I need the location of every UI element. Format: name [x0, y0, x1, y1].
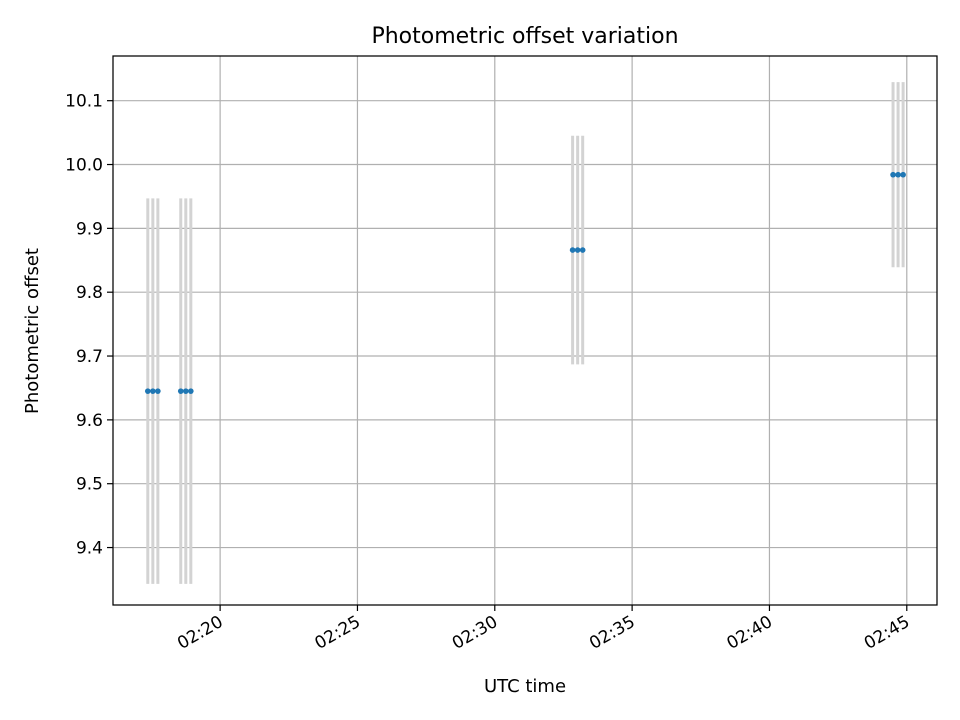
data-point — [177, 388, 184, 394]
data-point — [890, 171, 896, 178]
y-tick-label: 9.9 — [76, 219, 103, 239]
y-tick-label: 9.4 — [76, 539, 103, 559]
y-axis-ticks: 9.4 9.5 9.6 9.7 9.8 9.9 10.0 10.1 — [65, 92, 113, 559]
x-axis-label: UTC time — [484, 676, 566, 697]
data-point — [182, 388, 189, 394]
data-point — [150, 388, 156, 394]
data-point — [895, 171, 901, 178]
data-point — [574, 247, 581, 253]
grid — [113, 56, 937, 605]
data-point — [579, 247, 586, 253]
plot-frame — [112, 55, 938, 606]
y-tick-label: 9.7 — [76, 347, 103, 367]
data-point — [188, 388, 194, 394]
data-point — [144, 388, 151, 394]
data-point — [900, 171, 906, 178]
data-point — [155, 388, 161, 394]
y-tick-label: 9.5 — [76, 475, 103, 495]
y-tick-label: 9.8 — [76, 283, 103, 303]
y-tick-label: 10.1 — [65, 92, 103, 112]
chart-title: Photometric offset variation — [371, 24, 678, 49]
y-tick-label: 9.6 — [76, 411, 103, 431]
y-axis-label: Photometric offset — [22, 248, 43, 414]
data-point — [569, 247, 576, 253]
y-tick-label: 10.0 — [65, 156, 103, 176]
data-points — [144, 171, 906, 394]
